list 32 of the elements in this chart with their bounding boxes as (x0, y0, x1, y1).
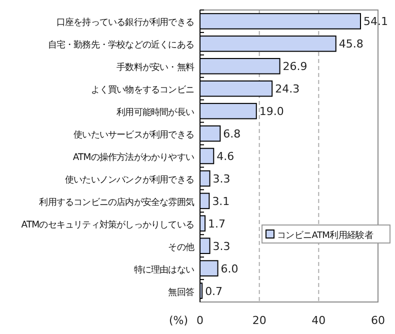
y-tick-label: 利用可能時間が長い (116, 107, 194, 118)
text: 26.9 (282, 60, 308, 74)
x-tick-label: 20 (252, 314, 266, 327)
text: 19.0 (259, 105, 284, 118)
text: 1.7 (208, 217, 226, 230)
x-tick-label: 40 (312, 314, 326, 327)
text: 3.1 (212, 194, 230, 208)
y-tick-label: 特に理由はない (134, 264, 194, 276)
y-tick-label: ATMのセキュリティ対策がしっかりしている (21, 219, 194, 230)
y-tick-label: 口座を持っている銀行が利用できる (56, 17, 194, 28)
y-tick-label: その他 (168, 242, 194, 253)
text: 45.8 (338, 38, 364, 51)
y-tick-label: 使いたいサービスが利用できる (74, 130, 194, 141)
x-tick-label: 0 (196, 314, 204, 327)
y-tick-label: ATMの操作方法がわかりやすい (72, 152, 194, 163)
y-tick-label: 利用するコンビニの店内が安全な雰囲気 (39, 196, 194, 208)
y-tick-label: 手数料が安い・無料 (116, 62, 194, 74)
y-tick-label: よく買い物をするコンビニ (90, 84, 194, 96)
y-tick-label: 自宅・勤務先・学校などの近くにある (48, 40, 194, 51)
text: 3.3 (212, 240, 230, 253)
text: 54.1 (363, 15, 388, 28)
text: 6.8 (223, 128, 241, 141)
text: 4.6 (216, 150, 234, 163)
y-tick-label: 無回答 (168, 286, 194, 298)
text: 24.3 (275, 82, 300, 96)
x-tick-label: 60 (371, 314, 385, 327)
text: 3.3 (212, 172, 230, 186)
text: 6.0 (220, 262, 238, 276)
text: 0.7 (205, 284, 223, 298)
x-axis-title: (%) (168, 314, 188, 327)
legend-label: コンビニATM利用経験者 (277, 230, 374, 241)
y-tick-label: 使いたいノンバンクが利用できる (64, 174, 194, 186)
